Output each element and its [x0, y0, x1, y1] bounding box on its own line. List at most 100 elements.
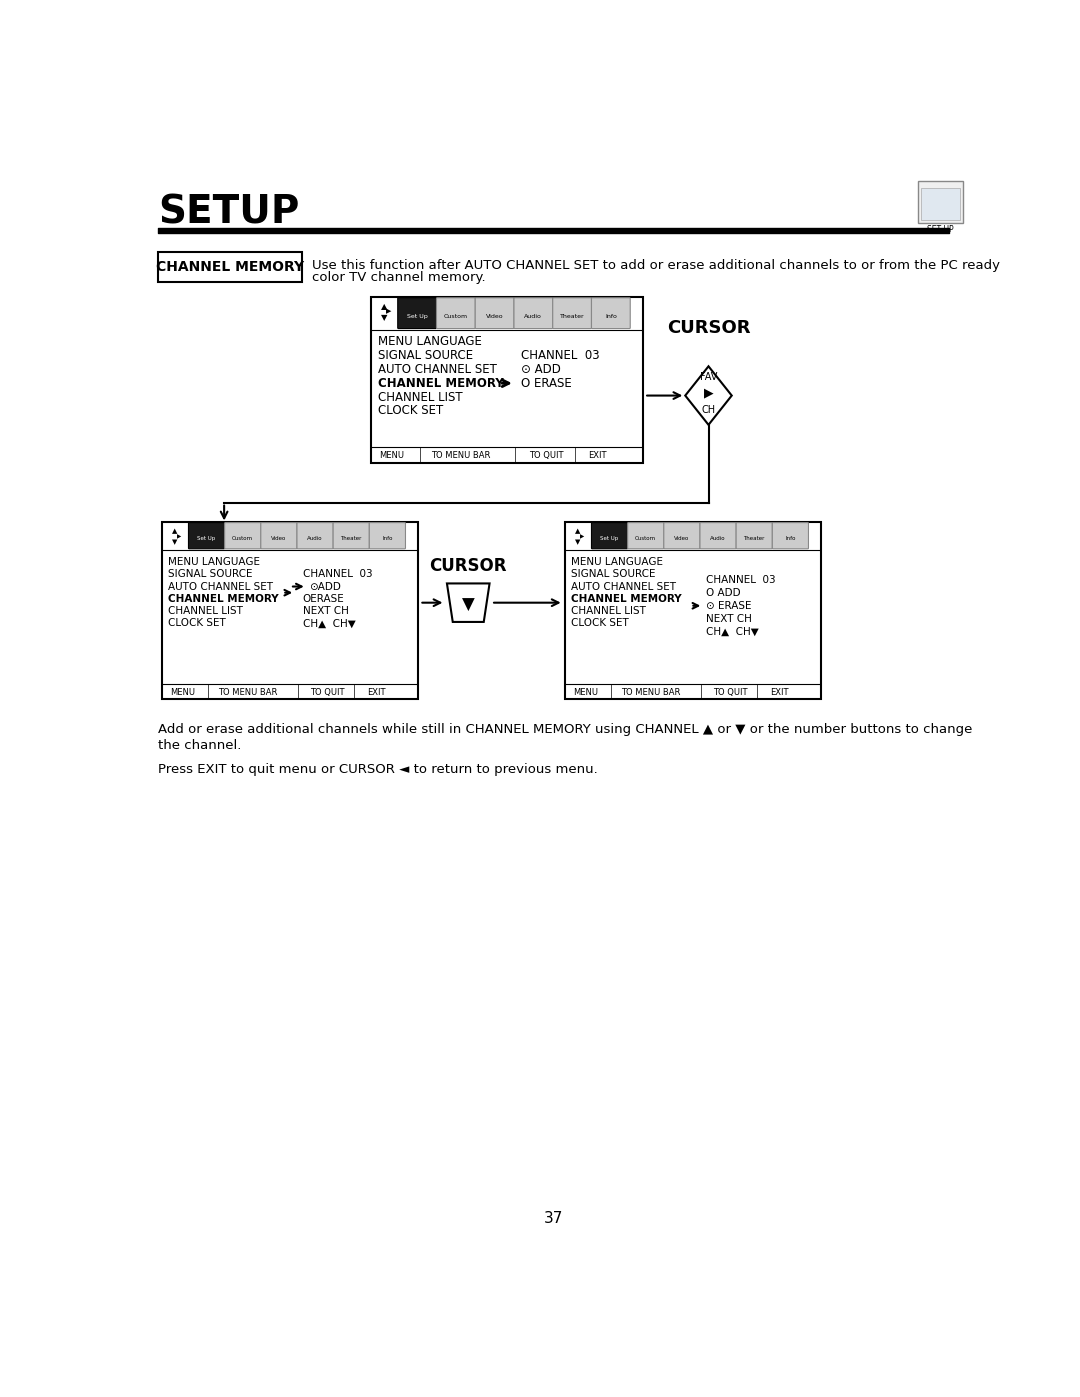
Text: OERASE: OERASE — [302, 594, 345, 604]
Text: Info: Info — [785, 535, 796, 541]
Text: EXIT: EXIT — [589, 451, 607, 460]
FancyBboxPatch shape — [225, 522, 260, 549]
Text: CURSOR: CURSOR — [430, 557, 507, 574]
Text: Set Up: Set Up — [600, 535, 619, 541]
Text: Set Up: Set Up — [407, 313, 428, 319]
Text: Custom: Custom — [232, 535, 254, 541]
Bar — [159, 253, 301, 282]
Text: NEXT CH: NEXT CH — [706, 613, 752, 624]
Text: MENU: MENU — [170, 687, 194, 697]
FancyBboxPatch shape — [260, 522, 297, 549]
Text: O ADD: O ADD — [706, 588, 741, 598]
Text: CH▲  CH▼: CH▲ CH▼ — [302, 619, 355, 629]
Text: the channel.: the channel. — [159, 739, 242, 752]
Text: CHANNEL MEMORY: CHANNEL MEMORY — [378, 377, 503, 390]
FancyBboxPatch shape — [627, 522, 664, 549]
Text: NEXT CH: NEXT CH — [302, 606, 349, 616]
Text: CLOCK SET: CLOCK SET — [378, 405, 443, 418]
FancyBboxPatch shape — [475, 298, 514, 328]
Text: Theater: Theater — [340, 535, 362, 541]
FancyBboxPatch shape — [189, 522, 225, 549]
Bar — [918, 180, 962, 224]
FancyBboxPatch shape — [664, 522, 700, 549]
Text: Audio: Audio — [307, 535, 323, 541]
Bar — [162, 522, 418, 698]
Text: MENU: MENU — [572, 687, 598, 697]
Polygon shape — [447, 584, 489, 622]
Text: TO MENU BAR: TO MENU BAR — [218, 687, 278, 697]
Text: Info: Info — [382, 535, 393, 541]
Text: CHANNEL  03: CHANNEL 03 — [302, 569, 373, 580]
Text: AUTO CHANNEL SET: AUTO CHANNEL SET — [168, 581, 273, 591]
Text: CLOCK SET: CLOCK SET — [168, 619, 226, 629]
Text: ▼: ▼ — [172, 539, 177, 545]
Text: TO MENU BAR: TO MENU BAR — [621, 687, 680, 697]
Text: ⊙ ADD: ⊙ ADD — [521, 363, 561, 376]
Text: ▶: ▶ — [580, 534, 584, 539]
Text: Custom: Custom — [635, 535, 657, 541]
Text: Video: Video — [674, 535, 689, 541]
Text: CHANNEL MEMORY: CHANNEL MEMORY — [571, 594, 681, 604]
Text: Video: Video — [486, 313, 503, 319]
Polygon shape — [685, 366, 732, 425]
Text: TO QUIT: TO QUIT — [529, 451, 563, 460]
FancyBboxPatch shape — [592, 298, 631, 328]
Text: CHANNEL LIST: CHANNEL LIST — [378, 391, 462, 404]
Text: CHANNEL MEMORY: CHANNEL MEMORY — [168, 594, 279, 604]
Text: CHANNEL LIST: CHANNEL LIST — [168, 606, 243, 616]
Text: TO QUIT: TO QUIT — [310, 687, 345, 697]
Text: ▼: ▼ — [575, 539, 580, 545]
Text: Custom: Custom — [444, 313, 468, 319]
FancyBboxPatch shape — [333, 522, 369, 549]
Text: O ERASE: O ERASE — [521, 377, 571, 390]
Text: Theater: Theater — [743, 535, 765, 541]
Text: ▲: ▲ — [172, 528, 177, 534]
Text: ▶: ▶ — [704, 386, 713, 400]
Text: ⊙ ERASE: ⊙ ERASE — [706, 601, 752, 610]
Text: MENU LANGUAGE: MENU LANGUAGE — [378, 335, 482, 348]
Text: EXIT: EXIT — [367, 687, 386, 697]
Text: SET UP: SET UP — [927, 225, 954, 233]
Bar — [921, 187, 960, 219]
Text: Audio: Audio — [525, 313, 542, 319]
Text: ▲: ▲ — [380, 302, 387, 310]
Text: Add or erase additional channels while still in CHANNEL MEMORY using CHANNEL ▲ o: Add or erase additional channels while s… — [159, 724, 973, 736]
FancyBboxPatch shape — [772, 522, 809, 549]
Text: CHANNEL  03: CHANNEL 03 — [521, 349, 599, 362]
FancyBboxPatch shape — [700, 522, 737, 549]
Text: ▶: ▶ — [177, 534, 181, 539]
Text: MENU LANGUAGE: MENU LANGUAGE — [168, 557, 260, 567]
Text: FAV: FAV — [700, 372, 717, 381]
FancyBboxPatch shape — [436, 298, 475, 328]
Bar — [565, 522, 821, 698]
FancyBboxPatch shape — [297, 522, 333, 549]
Text: CHANNEL  03: CHANNEL 03 — [706, 574, 775, 584]
Text: SIGNAL SOURCE: SIGNAL SOURCE — [168, 569, 253, 580]
FancyBboxPatch shape — [737, 522, 772, 549]
Text: TO MENU BAR: TO MENU BAR — [431, 451, 490, 460]
Text: Set Up: Set Up — [198, 535, 216, 541]
Text: SIGNAL SOURCE: SIGNAL SOURCE — [571, 569, 656, 580]
Text: Use this function after AUTO CHANNEL SET to add or erase additional channels to : Use this function after AUTO CHANNEL SET… — [312, 258, 1000, 272]
Text: MENU: MENU — [379, 451, 404, 460]
FancyBboxPatch shape — [592, 522, 627, 549]
Text: CHANNEL MEMORY: CHANNEL MEMORY — [156, 260, 303, 274]
Text: ▼: ▼ — [462, 595, 474, 613]
FancyBboxPatch shape — [553, 298, 592, 328]
Bar — [372, 298, 643, 462]
Text: ▼: ▼ — [380, 313, 387, 321]
Text: ⊙ADD: ⊙ADD — [309, 581, 341, 591]
Text: MENU LANGUAGE: MENU LANGUAGE — [571, 557, 663, 567]
Text: ▲: ▲ — [575, 528, 580, 534]
Text: TO QUIT: TO QUIT — [714, 687, 748, 697]
Text: EXIT: EXIT — [770, 687, 788, 697]
Text: Press EXIT to quit menu or CURSOR ◄ to return to previous menu.: Press EXIT to quit menu or CURSOR ◄ to r… — [159, 763, 598, 777]
Text: CURSOR: CURSOR — [666, 319, 751, 337]
Text: color TV channel memory.: color TV channel memory. — [312, 271, 485, 284]
Text: Info: Info — [605, 313, 617, 319]
Text: SIGNAL SOURCE: SIGNAL SOURCE — [378, 349, 473, 362]
Text: ▶: ▶ — [386, 309, 391, 314]
Text: 37: 37 — [544, 1211, 563, 1227]
Text: Video: Video — [271, 535, 286, 541]
FancyBboxPatch shape — [514, 298, 553, 328]
